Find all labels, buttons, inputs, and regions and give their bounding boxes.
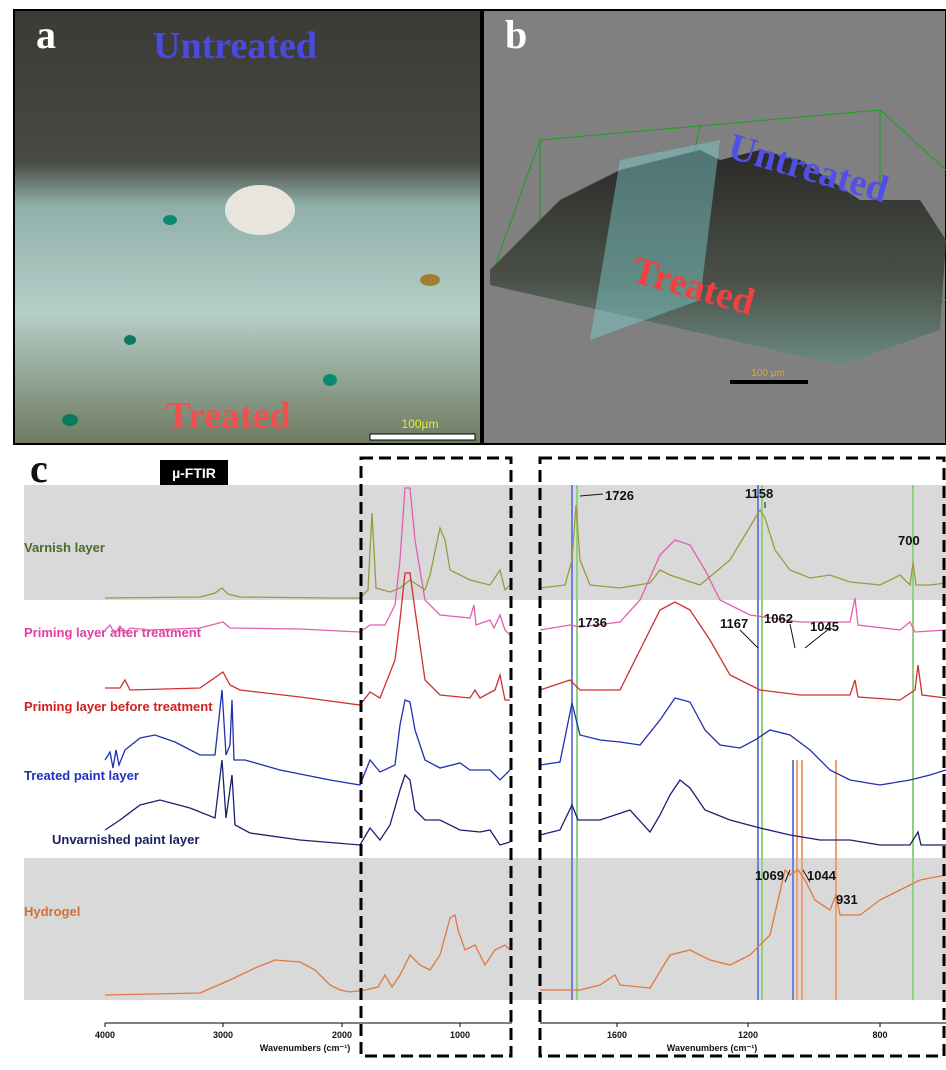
layer-label: Priming layer after treatment [24, 625, 202, 640]
panel-a: a Untreated Treated 100µm [14, 10, 481, 444]
axis-title: Wavenumbers (cm⁻¹) [667, 1043, 757, 1053]
figure: a Untreated Treated 100µm b Untreated Tr… [0, 0, 946, 1070]
peak-label: 1069 [755, 868, 784, 883]
spectrum [540, 780, 946, 845]
treated-label: Treated [165, 395, 290, 437]
peak-label: 1167 [720, 616, 748, 631]
peak-label: 931 [836, 892, 858, 907]
peak-label: 1044 [807, 868, 837, 883]
layer-label: Hydrogel [24, 904, 80, 919]
peak-label: 1045 [810, 619, 839, 634]
layer-label: Varnish layer [24, 540, 105, 555]
untreated-label: Untreated [153, 25, 317, 67]
tick-label: 3000 [213, 1030, 233, 1040]
axis-title: Wavenumbers (cm⁻¹) [260, 1043, 350, 1053]
tick-label: 1000 [450, 1030, 470, 1040]
texture [62, 414, 78, 426]
band [24, 485, 946, 600]
texture [420, 274, 440, 286]
panel-c: c µ-FTIR Varnish layer Priming layer aft… [24, 446, 946, 1056]
panel-label: a [36, 12, 56, 57]
method-label: µ-FTIR [172, 465, 216, 481]
texture [163, 215, 177, 225]
panel-b: b Untreated Treated 100 µm [483, 10, 946, 444]
peak-label: 1062 [764, 611, 793, 626]
tick-label: 1200 [738, 1030, 758, 1040]
tick-label: 800 [872, 1030, 887, 1040]
axes [105, 1023, 946, 1027]
texture [124, 335, 136, 345]
layer-label: Treated paint layer [24, 768, 139, 783]
spectrum [540, 698, 946, 785]
tick-label: 1600 [607, 1030, 627, 1040]
peak-label: 1158 [745, 486, 773, 501]
texture [323, 374, 337, 386]
peak-label: 1726 [605, 488, 634, 503]
scale-bar [370, 434, 475, 440]
peak-label: 1736 [578, 615, 607, 630]
scale-bar [730, 380, 808, 384]
panel-label: c [30, 446, 48, 491]
texture [225, 185, 295, 235]
tick-label: 2000 [332, 1030, 352, 1040]
scale-text: 100 µm [751, 368, 785, 379]
layer-label: Priming layer before treatment [24, 699, 213, 714]
layer-label: Unvarnished paint layer [52, 832, 199, 847]
tick-label: 4000 [95, 1030, 115, 1040]
peak-label: 700 [898, 533, 920, 548]
scale-text: 100µm [402, 417, 439, 431]
panel-label: b [505, 12, 527, 57]
